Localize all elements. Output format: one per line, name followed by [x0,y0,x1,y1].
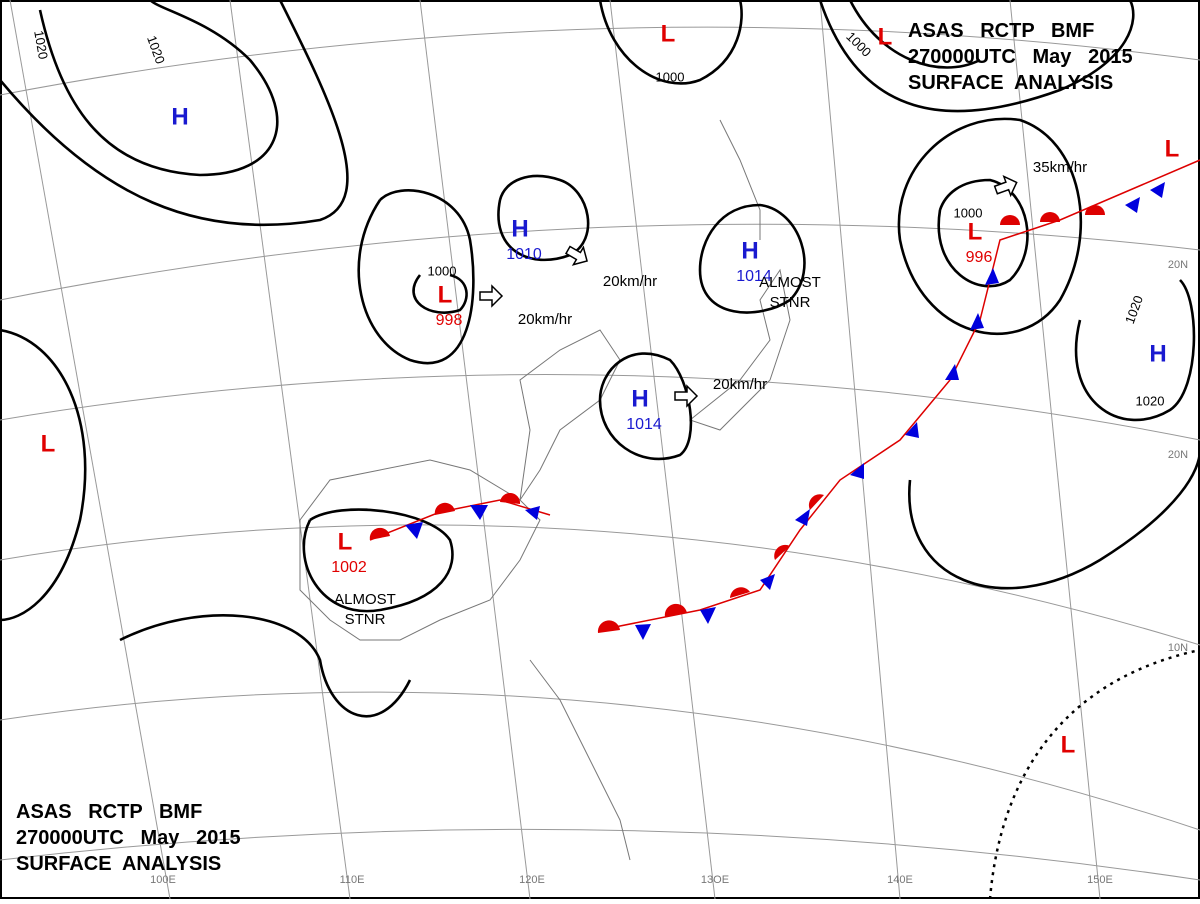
movement-note: ALMOST [759,274,821,291]
graticule-label: 13OE [701,874,729,886]
motion-label: 20km/hr [603,273,657,290]
pressure-center: L [968,218,983,245]
pressure-center: L [661,20,676,47]
motion-arrow [674,384,699,408]
graticule-label: 20N [1168,259,1188,271]
pressure-center: H [741,237,758,264]
analysis-title-line: ASAS RCTP BMF [908,20,1094,42]
isobar-label: 1000 [428,263,457,278]
movement-note: STNR [345,611,386,628]
central-pressure: 1014 [736,268,772,285]
graticule-label: 150E [1087,874,1113,886]
analysis-title-line: SURFACE ANALYSIS [908,72,1113,94]
graticule-label: 110E [340,874,365,886]
motion-label: 20km/hr [518,311,572,328]
analysis-title-line: SURFACE ANALYSIS [16,853,221,875]
pressure-center: H [171,103,188,130]
motion-label: 20km/hr [713,376,767,393]
central-pressure: 996 [966,249,993,266]
pressure-center: H [1149,340,1166,367]
graticule-label: 10N [1168,642,1188,654]
central-pressure: 1010 [506,246,542,263]
pressure-center: L [338,528,353,555]
coastline [299,119,791,861]
pressure-center: H [631,385,648,412]
isobar-label: 1000 [954,205,983,220]
isobar-label: 1000 [656,69,685,84]
motion-arrow [479,284,504,308]
graticule-label: 100E [150,874,176,886]
pressure-center: L [1061,731,1076,758]
central-pressure: 998 [436,312,463,329]
analysis-title-line: ASAS RCTP BMF [16,801,202,823]
motion-arrow [564,245,588,266]
central-pressure: 1014 [626,416,662,433]
analysis-title-line: 270000UTC May 2015 [908,46,1133,68]
stationary-fronts [369,159,1200,640]
movement-note: STNR [770,294,811,311]
movement-note: ALMOST [334,591,396,608]
graticule-label: 120E [519,874,545,886]
central-pressure: 1002 [331,559,367,576]
analysis-title-line: 270000UTC May 2015 [16,827,241,849]
pressure-center: H [511,215,528,242]
motion-arrow [993,175,1018,198]
graticule-label: 20N [1168,449,1188,461]
graticule-label: 140E [887,874,913,886]
pressure-center: L [438,281,453,308]
isobar-label: 1020 [1136,393,1165,408]
pressure-center: L [1165,135,1180,162]
pressure-center: L [41,430,56,457]
isobar-label: 1020 [31,29,51,60]
motion-label: 35km/hr [1033,159,1087,176]
pressure-center: L [878,23,893,50]
